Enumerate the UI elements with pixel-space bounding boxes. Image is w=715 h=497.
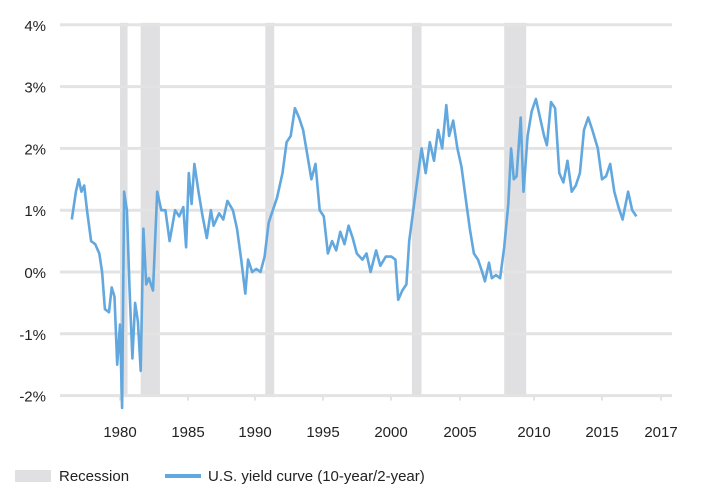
y-tick-label: 1% [24, 203, 46, 220]
legend-item-yield-curve: U.S. yield curve (10-year/2-year) [165, 464, 425, 488]
legend-label-yield-curve: U.S. yield curve (10-year/2-year) [208, 467, 425, 485]
x-tick-label: 2005 [443, 424, 476, 441]
x-tick-label: 2000 [374, 424, 407, 441]
yield-curve-line [70, 97, 638, 410]
y-tick-label: 4% [24, 18, 46, 35]
x-tick-label: 1985 [171, 424, 204, 441]
x-tick-label: 2017 [644, 424, 677, 441]
y-tick-label: 3% [24, 80, 46, 97]
legend: Recession U.S. yield curve (10-year/2-ye… [0, 464, 715, 488]
y-tick-label: -1% [19, 327, 46, 344]
y-tick-label: 0% [24, 265, 46, 282]
y-axis-ticks: 4% 3% 2% 1% 0% -1% -2% [19, 18, 46, 406]
y-tick-label: -2% [19, 389, 46, 406]
x-tick-label: 1980 [103, 424, 136, 441]
x-tick-label: 2010 [517, 424, 550, 441]
legend-label-recession: Recession [59, 467, 130, 485]
x-tick-label: 1995 [306, 424, 339, 441]
gridlines [60, 23, 672, 398]
x-tick-label: 2015 [585, 424, 618, 441]
x-axis-ticks: 1980 1985 1990 1995 2000 2005 2010 2015 2017 [103, 395, 678, 441]
y-tick-label: 2% [24, 141, 46, 158]
legend-item-recession: Recession [15, 464, 129, 488]
recession-swatch [15, 470, 51, 482]
yield-curve-chart: 4% 3% 2% 1% 0% -1% -2% 1980 1985 1990 1995 2000 200… [19, 18, 678, 441]
line-swatch [165, 474, 201, 478]
x-tick-label: 1990 [238, 424, 271, 441]
